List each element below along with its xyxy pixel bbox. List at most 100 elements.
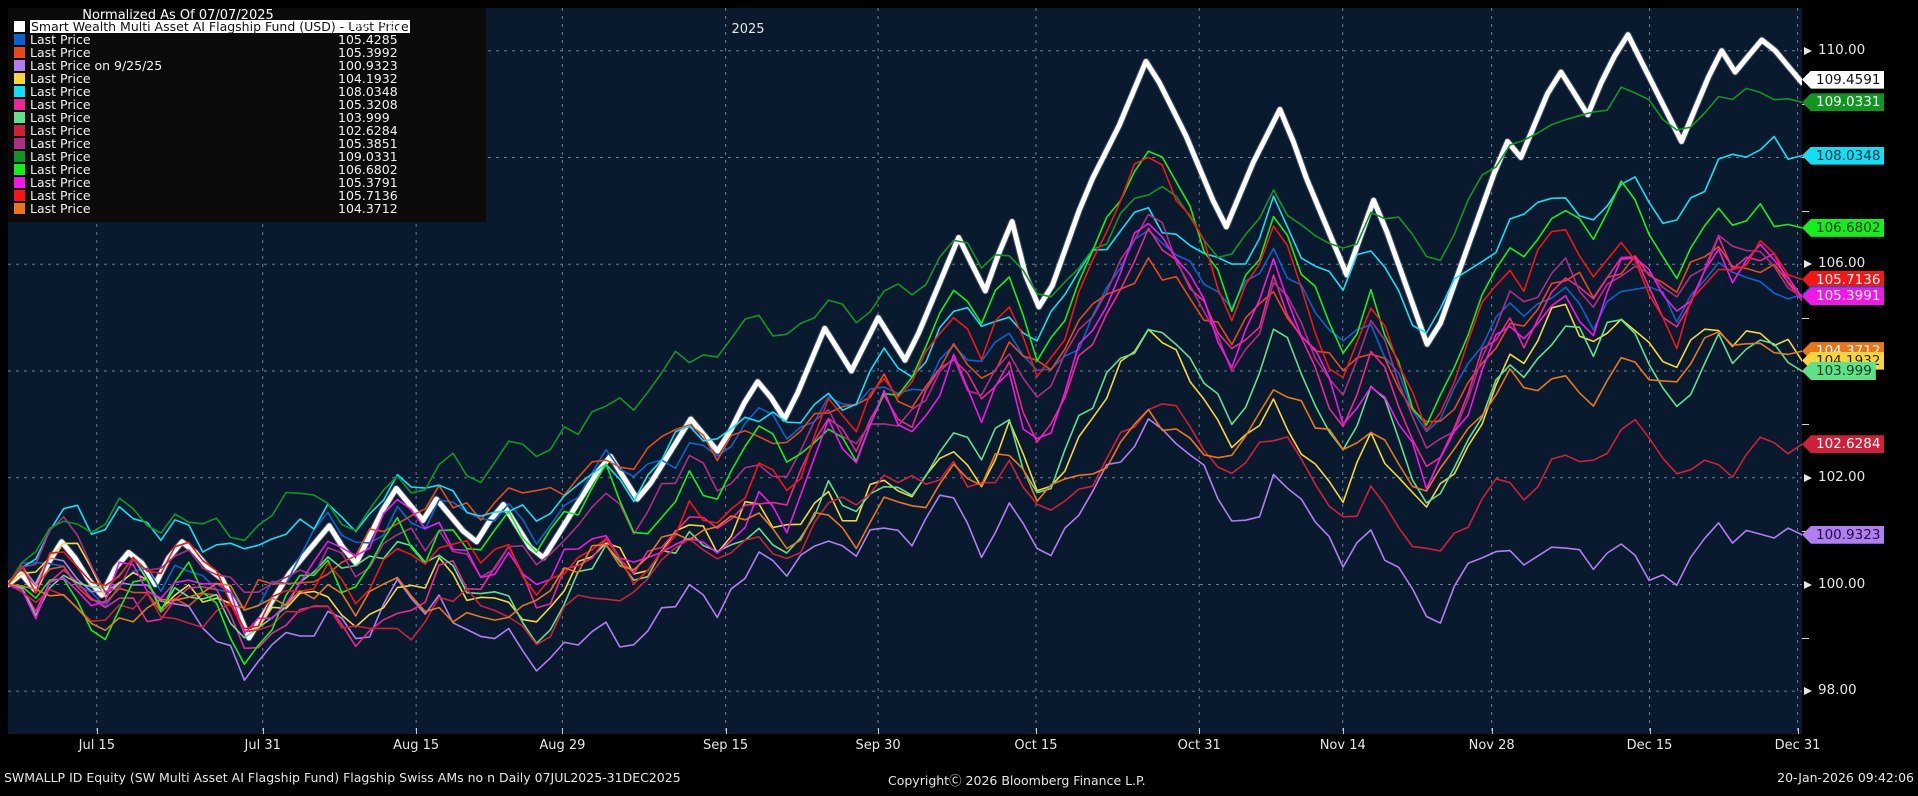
comparison-line[interactable] (8, 245, 1802, 613)
date-tick-label: Jul 31 (244, 738, 281, 753)
axis-tick-arrow (1804, 580, 1812, 589)
legend-item-value: 100.9323 (338, 58, 398, 73)
comparison-line[interactable] (8, 222, 1802, 635)
legend-item-value: 109.0331 (338, 149, 398, 164)
chart-legend: Normalized As Of 07/07/2025 Smart Wealth… (8, 8, 486, 222)
axis-tick-arrow (1804, 687, 1812, 696)
axis-tick-label: 106.00 (1818, 255, 1866, 272)
date-tick-label: Nov 28 (1468, 738, 1515, 753)
date-tick-mark (1649, 728, 1651, 734)
current-price-tag[interactable]: 103.999 (1802, 362, 1876, 381)
legend-item-value: 105.7136 (338, 188, 398, 203)
date-tick-mark (1797, 728, 1799, 734)
comparison-line[interactable] (8, 213, 1802, 594)
comparison-line[interactable] (8, 150, 1802, 665)
date-axis: Jul 15 Jul 31 Aug 15 Aug 29 Sep 15 Sep 30 Oct … (0, 728, 1918, 764)
legend-item[interactable]: Last Price 105.4285 (8, 33, 486, 46)
legend-item-value: 102.6284 (338, 123, 398, 138)
comparison-line[interactable] (8, 86, 1802, 586)
axis-tick-label: 102.00 (1818, 468, 1866, 485)
legend-item[interactable]: Last Price 105.3851 (8, 137, 486, 150)
legend-item[interactable]: Last Price 105.3208 (8, 98, 486, 111)
legend-item[interactable]: Last Price 104.3712 (8, 202, 486, 215)
date-tick-label: Nov 14 (1319, 738, 1366, 753)
legend-item-label: Last Price on 9/25/25 (30, 58, 163, 73)
current-price-tag[interactable]: 106.6802 (1802, 218, 1885, 237)
price-axis: 110.00108.00106.00104.00102.00100.0098.0… (1802, 8, 1918, 734)
current-price-tag[interactable]: 102.6284 (1802, 435, 1885, 454)
current-price-tag[interactable]: 108.0348 (1802, 146, 1885, 165)
legend-item-label: Last Price (30, 149, 91, 164)
comparison-line[interactable] (8, 418, 1802, 681)
current-price-tag[interactable]: 109.4591 (1802, 70, 1885, 89)
legend-item-label: Last Price (30, 71, 91, 86)
legend-item-value: 108.0348 (338, 84, 398, 99)
axis-tick-arrow (1804, 473, 1812, 482)
axis-year-label: 2025 (731, 22, 765, 37)
legend-item-value: 105.3208 (338, 97, 398, 112)
legend-item[interactable]: Last Price 105.7136 (8, 189, 486, 202)
legend-item-value: 109.4591 (344, 19, 404, 34)
legend-item[interactable]: Last Price 108.0348 (8, 85, 486, 98)
legend-item-label: Last Price (30, 123, 91, 138)
footer-timestamp: 20-Jan-2026 09:42:06 (1777, 770, 1914, 785)
date-tick-label: Oct 31 (1177, 738, 1221, 753)
legend-color-swatch (14, 34, 25, 45)
legend-item-label: Last Price (30, 136, 91, 151)
legend-item-label: Last Price (30, 97, 91, 112)
legend-item[interactable]: Last Price 109.0331 (8, 150, 486, 163)
legend-item[interactable]: Last Price 103.999 (8, 111, 486, 124)
legend-item-value: 105.3851 (338, 136, 398, 151)
legend-item-label: Last Price (30, 188, 91, 203)
date-tick-mark (1342, 728, 1344, 734)
flagship-fund-line[interactable] (8, 32, 1802, 641)
date-tick-label: Jul 15 (78, 738, 115, 753)
legend-color-swatch (14, 125, 25, 136)
legend-item-label: Last Price (30, 45, 91, 60)
comparison-line[interactable] (8, 229, 1802, 611)
legend-color-swatch (14, 190, 25, 201)
comparison-line[interactable] (8, 303, 1802, 632)
comparison-line[interactable] (8, 227, 1802, 650)
legend-color-swatch (14, 47, 25, 58)
axis-minor-tick (1802, 317, 1809, 319)
legend-item-value: 105.3992 (338, 45, 398, 60)
legend-color-swatch (14, 73, 25, 84)
legend-color-swatch (14, 86, 25, 97)
axis-minor-tick (1802, 424, 1809, 426)
axis-tick-label: 98.00 (1818, 682, 1857, 699)
comparison-line[interactable] (8, 319, 1802, 645)
legend-item[interactable]: Last Price 104.1932 (8, 72, 486, 85)
footer-bar: SWMALLP ID Equity (SW Multi Asset AI Fla… (0, 770, 1918, 796)
legend-color-swatch (14, 203, 25, 214)
date-tick-label: Dec 31 (1774, 738, 1821, 753)
current-price-tag[interactable]: 100.9323 (1802, 525, 1885, 544)
comparison-line[interactable] (8, 135, 1802, 586)
current-price-tag[interactable]: 105.7136 (1802, 270, 1885, 289)
legend-item[interactable]: Last Price 105.3791 (8, 176, 486, 189)
legend-item[interactable]: Smart Wealth Multi Asset AI Flagship Fun… (8, 20, 486, 33)
comparison-line[interactable] (8, 156, 1802, 630)
axis-tick-arrow (1804, 260, 1812, 269)
footer-copyright: CopyrightⒸ 2026 Bloomberg Finance L.P. (888, 773, 1146, 788)
legend-item[interactable]: Last Price 102.6284 (8, 124, 486, 137)
date-tick-label: Sep 30 (855, 738, 901, 753)
axis-minor-tick (1802, 210, 1809, 212)
date-tick-mark (725, 728, 727, 734)
date-tick-mark (416, 728, 418, 734)
current-price-tag[interactable]: 109.0331 (1802, 93, 1885, 112)
date-tick-mark (1199, 728, 1201, 734)
legend-color-swatch (14, 177, 25, 188)
comparison-line[interactable] (8, 331, 1802, 632)
current-price-tag[interactable]: 105.3991 (1802, 287, 1885, 306)
legend-item-value: 104.3712 (338, 201, 398, 216)
legend-item-value: 103.999 (338, 110, 390, 125)
legend-item[interactable]: Last Price 106.6802 (8, 163, 486, 176)
legend-item-value: 106.6802 (338, 162, 398, 177)
comparison-line[interactable] (8, 403, 1802, 646)
legend-item-label: Last Price (30, 110, 91, 125)
legend-item[interactable]: Last Price 105.3992 (8, 46, 486, 59)
legend-color-swatch (14, 164, 25, 175)
legend-item[interactable]: Last Price on 9/25/25 100.9323 (8, 59, 486, 72)
